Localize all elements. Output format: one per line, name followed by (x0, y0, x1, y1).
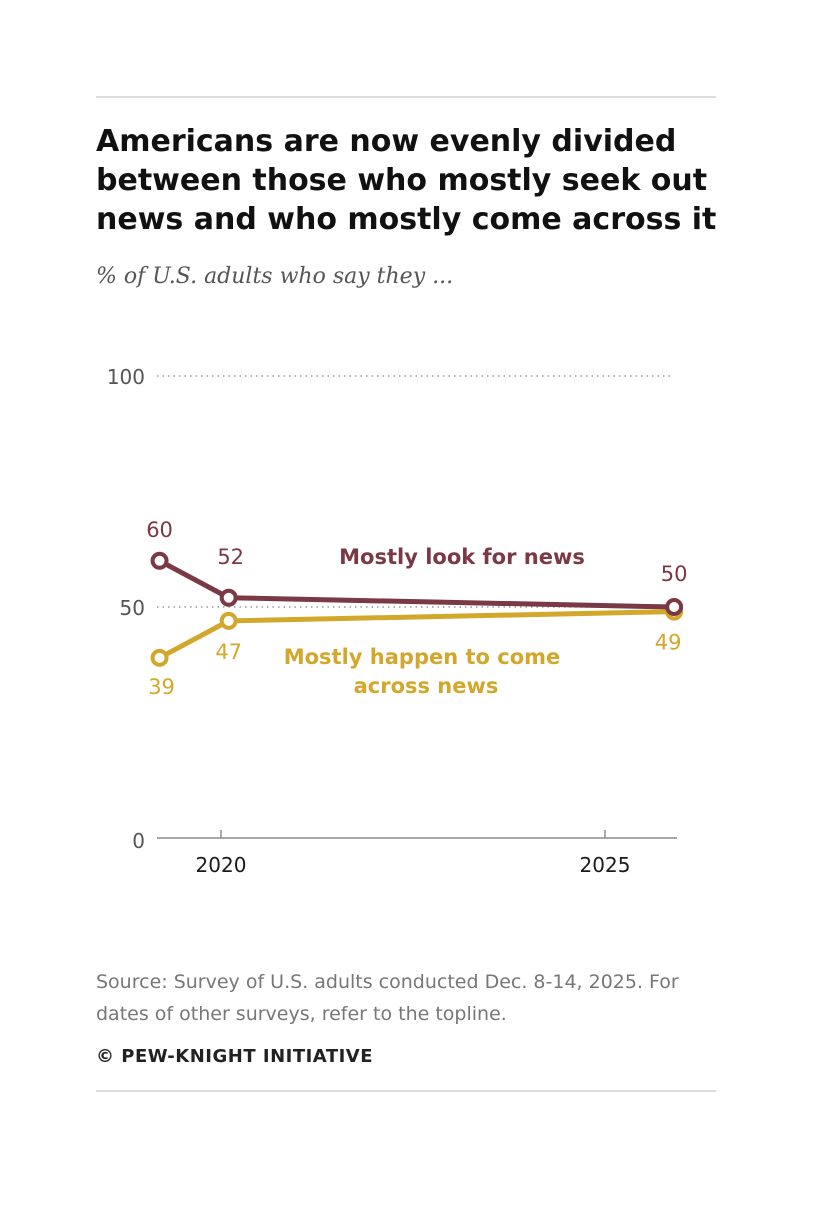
series-markers-look (150, 551, 684, 616)
data-point-look-1 (150, 551, 169, 570)
data-label-happen-1: 39 (148, 675, 175, 699)
series-label-look-for-news: Mostly look for news (339, 545, 585, 569)
line-chart: 100 50 0 2020 2025 39 47 49 60 52 50 Mostly … (107, 365, 688, 877)
data-label-look-3: 50 (661, 562, 688, 586)
data-label-happen-3: 49 (655, 631, 682, 655)
y-tick-label-100: 100 (107, 365, 145, 389)
series-label-happen-line1: Mostly happen to come (284, 645, 561, 669)
credit-line: © PEW-KNIGHT INITIATIVE (96, 1046, 374, 1067)
data-point-look-3 (665, 598, 684, 616)
y-tick-label-50: 50 (120, 596, 145, 620)
chart-subtitle: % of U.S. adults who say they ... (96, 264, 454, 289)
top-divider (96, 96, 716, 98)
data-point-happen-1 (150, 648, 169, 667)
series-label-happen-line2: across news (354, 674, 499, 698)
data-label-look-1: 60 (146, 518, 173, 542)
data-labels-look: 60 52 50 (146, 518, 687, 586)
data-labels-happen: 39 47 49 (148, 631, 681, 699)
data-point-happen-2 (219, 611, 238, 630)
y-tick-label-0: 0 (132, 829, 145, 853)
data-point-look-2 (219, 588, 238, 607)
bottom-divider (96, 1090, 716, 1092)
data-label-look-2: 52 (217, 545, 244, 569)
x-tick-label-2020: 2020 (196, 853, 247, 877)
data-label-happen-2: 47 (215, 640, 242, 664)
source-note: Source: Survey of U.S. adults conducted … (96, 971, 679, 1025)
chart-title: Americans are now evenly divided between… (96, 124, 717, 237)
x-tick-label-2025: 2025 (580, 853, 631, 877)
